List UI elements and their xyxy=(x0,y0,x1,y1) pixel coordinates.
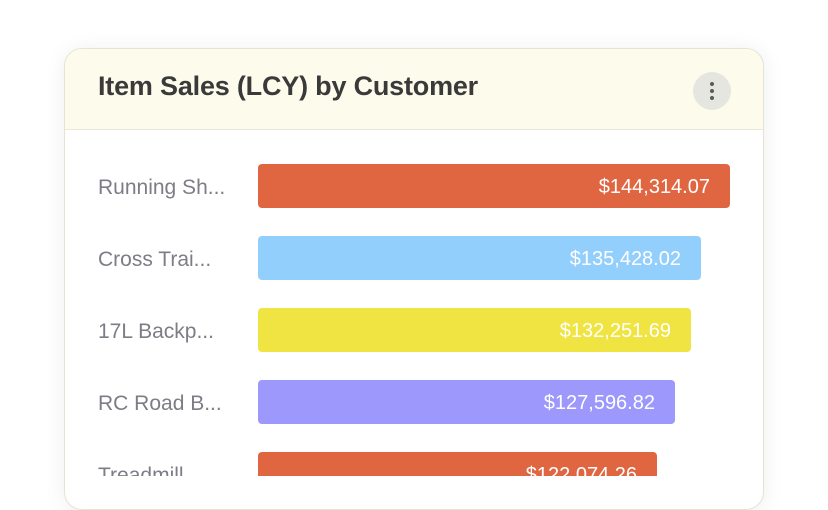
bar-value-label: $122,074.26 xyxy=(526,464,637,476)
card-title: Item Sales (LCY) by Customer xyxy=(98,71,478,101)
card-header: Item Sales (LCY) by Customer xyxy=(65,49,763,130)
category-label: RC Road B... xyxy=(98,392,222,415)
more-vertical-icon-dot xyxy=(710,89,714,93)
more-options-button[interactable] xyxy=(693,72,731,110)
category-label: Cross Trai... xyxy=(98,248,211,271)
category-label: Treadmill... xyxy=(98,464,201,476)
more-vertical-icon xyxy=(710,82,714,86)
bar-value-label: $144,314.07 xyxy=(599,176,710,198)
bar-value-label: $127,596.82 xyxy=(544,392,655,414)
more-vertical-icon-dot xyxy=(710,96,714,100)
bar[interactable] xyxy=(258,164,730,208)
bar-value-label: $135,428.02 xyxy=(570,248,681,270)
category-label: Running Sh... xyxy=(98,176,225,199)
bar[interactable] xyxy=(258,380,675,424)
bar-chart: Running Sh... $144,314.07 Cross Trai... $13… xyxy=(98,164,730,476)
bar[interactable] xyxy=(258,308,691,352)
bar[interactable] xyxy=(258,452,657,476)
category-label: 17L Backp... xyxy=(98,320,214,343)
bar-value-label: $132,251.69 xyxy=(560,320,671,342)
bar[interactable] xyxy=(258,236,701,280)
